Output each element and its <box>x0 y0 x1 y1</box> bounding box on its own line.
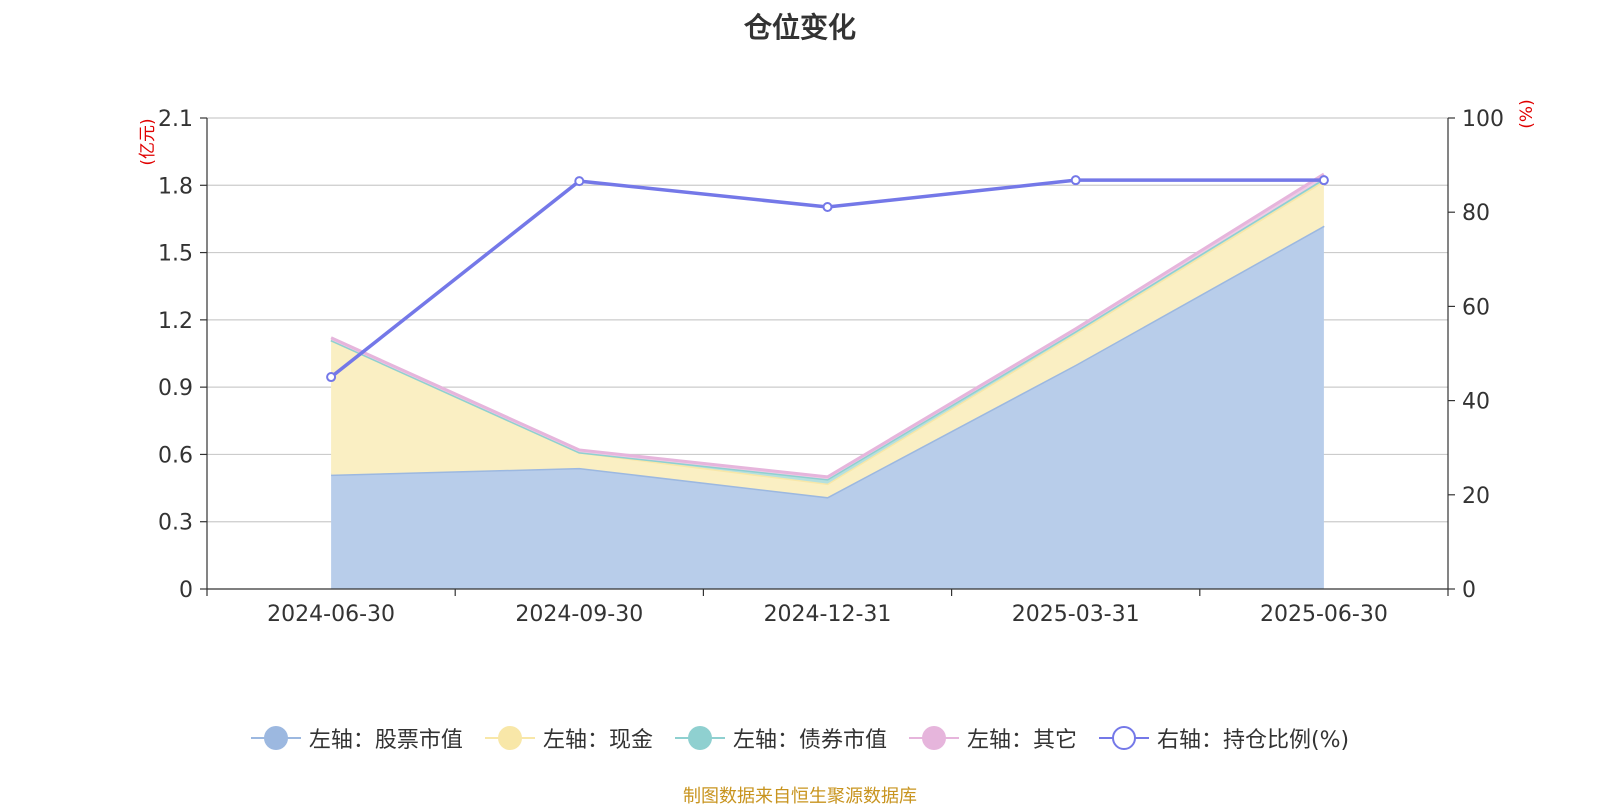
chart-title: 仓位变化 <box>743 11 856 44</box>
legend-item[interactable]: 左轴：股票市值 <box>250 722 463 754</box>
legend-symbol-icon <box>484 725 535 751</box>
legend: 左轴：股票市值 左轴：现金 左轴：债券市值 左轴：其它 右轴：持仓比例(%) <box>0 722 1600 754</box>
ratio-point <box>1070 175 1081 186</box>
right-axis-unit: (%) <box>1517 99 1537 128</box>
axis-labels: 0 0.3 0.6 0.9 1.2 1.5 1.8 2.1 0 20 40 60 80 100 2024-0… <box>138 99 1537 627</box>
legend-label: 左轴：股票市值 <box>308 728 463 753</box>
source-note: 制图数据来自恒生聚源数据库 <box>683 786 917 807</box>
legend-label: 左轴：债券市值 <box>732 728 887 753</box>
legend-symbol-icon <box>674 725 725 751</box>
ratio-point <box>1318 175 1329 186</box>
ratio-point <box>574 176 585 187</box>
legend-item[interactable]: 左轴：其它 <box>908 722 1077 754</box>
right-axis-tick-label: 0 <box>1462 578 1476 603</box>
legend-label: 左轴：其它 <box>966 728 1077 753</box>
legend-label: 左轴：现金 <box>542 728 653 753</box>
x-axis-tick-label: 2024-09-30 <box>515 602 643 627</box>
legend-label: 右轴：持仓比例(%) <box>1156 728 1350 753</box>
x-axis-tick-label: 2024-12-31 <box>764 602 892 627</box>
left-axis-tick-label: 1.2 <box>158 309 193 334</box>
legend-symbol-icon <box>1098 725 1149 751</box>
left-axis-tick-label: 0 <box>179 578 193 603</box>
right-axis-tick-label: 100 <box>1462 107 1504 132</box>
legend-item[interactable]: 左轴：现金 <box>484 722 653 754</box>
x-axis-tick-label: 2024-06-30 <box>267 602 395 627</box>
legend-symbol-icon <box>250 725 301 751</box>
left-axis-tick-label: 1.5 <box>158 242 193 267</box>
x-axis-tick-label: 2025-06-30 <box>1260 602 1388 627</box>
area-1 <box>331 180 1324 498</box>
left-axis-unit: (亿元) <box>138 118 158 165</box>
right-axis-tick-label: 60 <box>1462 295 1490 320</box>
area-edge-3 <box>330 172 1325 479</box>
stacked-areas <box>330 172 1325 589</box>
left-axis-tick-label: 1.8 <box>158 174 193 199</box>
left-axis-tick-label: 2.1 <box>158 107 193 132</box>
legend-item[interactable]: 右轴：持仓比例(%) <box>1098 722 1350 754</box>
left-axis-tick-label: 0.9 <box>158 376 193 401</box>
axes <box>200 117 1455 596</box>
ratio-point <box>822 202 833 213</box>
ratio-line <box>326 175 1329 383</box>
legend-item[interactable]: 左轴：债券市值 <box>674 722 887 754</box>
right-axis-tick-label: 20 <box>1462 484 1490 509</box>
area-0 <box>331 225 1324 589</box>
right-axis-tick-label: 80 <box>1462 201 1490 226</box>
right-axis-tick-label: 40 <box>1462 390 1490 415</box>
x-axis-tick-label: 2025-03-31 <box>1012 602 1140 627</box>
legend-symbol-icon <box>908 725 959 751</box>
left-axis-tick-label: 0.6 <box>158 443 193 468</box>
left-axis-tick-label: 0.3 <box>158 511 193 536</box>
ratio-point <box>326 372 337 383</box>
